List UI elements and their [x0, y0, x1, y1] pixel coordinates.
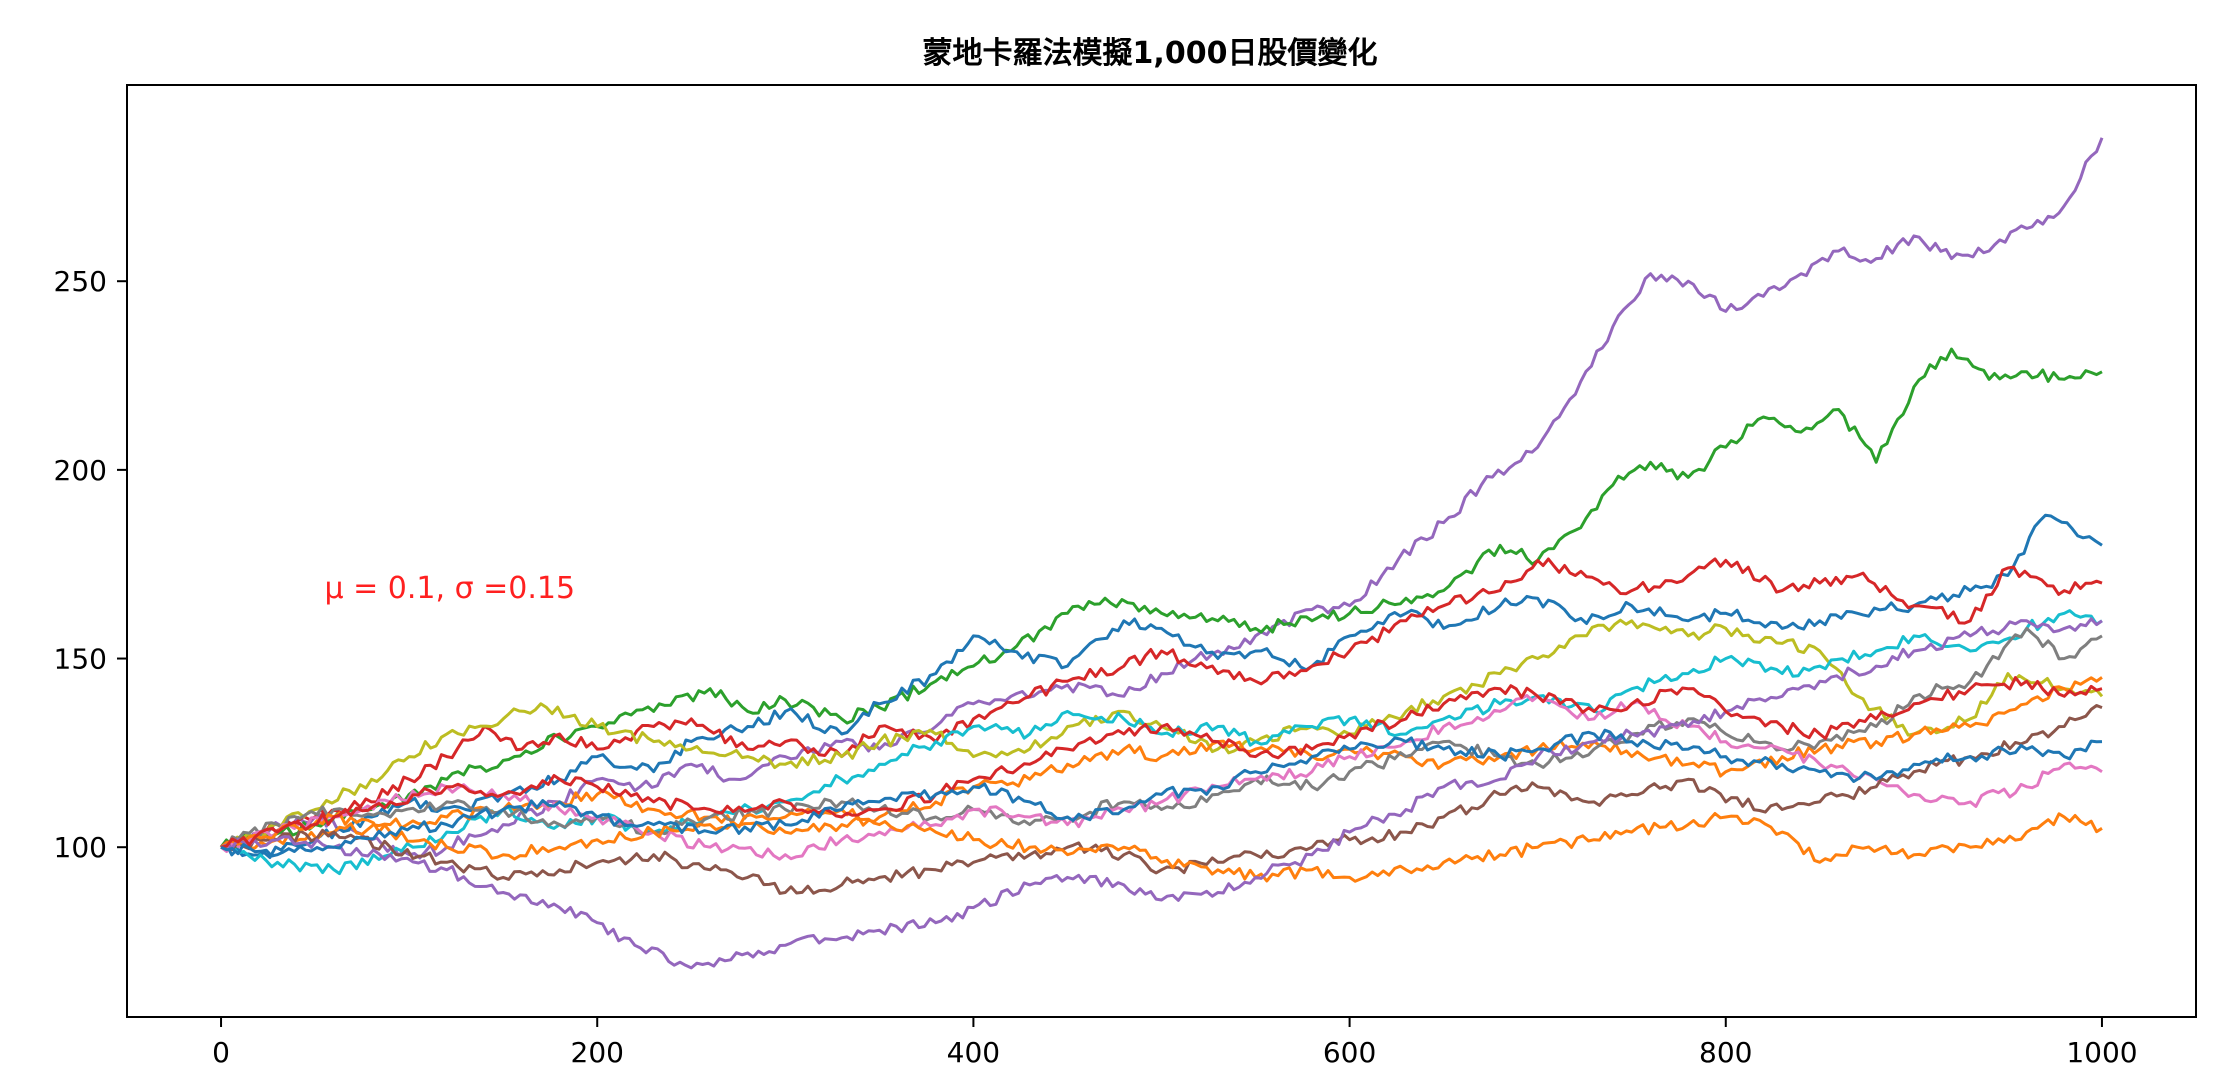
series-line-2 — [219, 347, 2103, 850]
series-line-8 — [220, 626, 2103, 851]
series-line-12 — [220, 617, 2103, 970]
y-tick-label-250: 250 — [54, 265, 107, 298]
x-tick-label-1000: 1000 — [2066, 1036, 2137, 1069]
x-tick-label-400: 400 — [947, 1036, 1000, 1069]
x-tick-label-600: 600 — [1323, 1036, 1376, 1069]
x-tick-label-200: 200 — [571, 1036, 624, 1069]
series-line-11 — [220, 807, 2103, 883]
plot-frame — [126, 84, 2197, 1018]
series-line-13 — [220, 676, 2103, 849]
series-layer — [219, 137, 2104, 970]
y-tick-label-150: 150 — [54, 643, 107, 676]
series-line-14 — [220, 728, 2103, 858]
y-tick-label-200: 200 — [54, 454, 107, 487]
y-tick-label-100: 100 — [54, 831, 107, 864]
x-tick-label-0: 0 — [212, 1036, 230, 1069]
axis-layer: 0 200 400 600 800 1000 100 150 200 250 — [54, 265, 2138, 1069]
series-line-10 — [219, 704, 2103, 895]
series-line-1 — [220, 137, 2104, 860]
chart-title: 蒙地卡羅法模擬1,000日股價變化 — [923, 36, 1378, 71]
series-line-4 — [220, 557, 2103, 849]
parameter-annotation: μ = 0.1, σ =0.15 — [324, 571, 575, 606]
x-tick-label-800: 800 — [1699, 1036, 1752, 1069]
